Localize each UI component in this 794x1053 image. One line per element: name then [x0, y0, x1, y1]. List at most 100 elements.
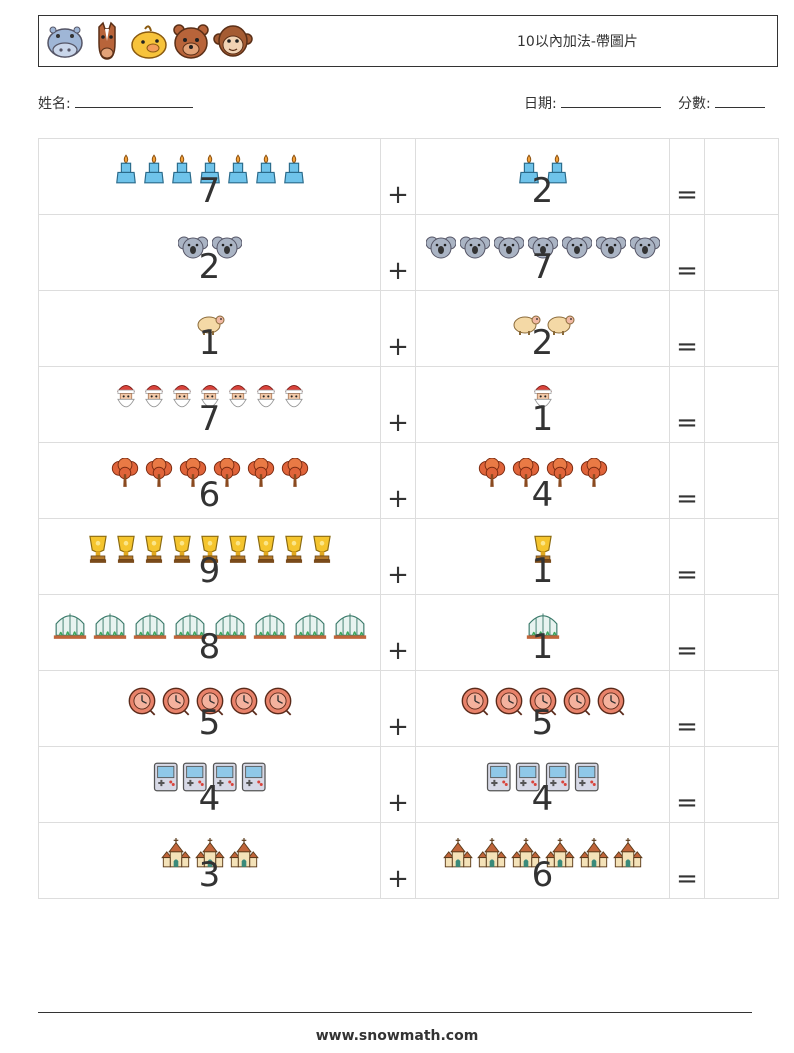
equals-cell: = [669, 670, 705, 747]
candle-icon [226, 154, 250, 184]
answer-box[interactable] [704, 746, 779, 823]
candle-icon [142, 154, 166, 184]
equals-sign: = [676, 484, 698, 514]
equals-cell: = [669, 366, 705, 443]
game-console-icon [212, 762, 238, 792]
church-icon [228, 838, 259, 868]
church-icon [442, 838, 473, 868]
left-operand-cell: 9 [38, 518, 381, 595]
answer-box[interactable] [704, 442, 779, 519]
autumn-tree-icon [144, 458, 174, 488]
autumn-tree-icon [246, 458, 276, 488]
koala-icon [211, 233, 242, 260]
game-console-icon [241, 762, 267, 792]
answer-box[interactable] [704, 138, 779, 215]
greenhouse-icon [292, 610, 328, 640]
name-label: 姓名: [38, 96, 71, 112]
bear-icon [173, 24, 209, 59]
equals-sign: = [676, 788, 698, 818]
clock-icon [494, 686, 524, 716]
candle-icon [517, 154, 541, 184]
left-operand-cell: 3 [38, 822, 381, 899]
plus-cell: + [380, 366, 416, 443]
plus-sign: + [387, 256, 409, 286]
problem-row: 8 +1 = [38, 594, 779, 671]
clock-icon [562, 686, 592, 716]
right-operand-number: 4 [531, 779, 554, 819]
equals-cell: = [669, 214, 705, 291]
answer-box[interactable] [704, 594, 779, 671]
game-console-icon [515, 762, 541, 792]
score-blank[interactable] [714, 93, 765, 108]
church-icon [476, 838, 507, 868]
right-icon-group [416, 148, 669, 184]
candle-icon [114, 154, 138, 184]
right-icon-group [416, 832, 669, 868]
score-field: 分數: [678, 93, 765, 113]
santa-icon [282, 382, 306, 412]
date-blank[interactable] [560, 93, 661, 108]
answer-box[interactable] [704, 290, 779, 367]
right-icon-group [416, 376, 669, 412]
plus-sign: + [387, 332, 409, 362]
answer-box[interactable] [704, 822, 779, 899]
church-icon [544, 838, 575, 868]
plus-sign: + [387, 712, 409, 742]
greenhouse-icon [332, 610, 368, 640]
game-console-icon [182, 762, 208, 792]
right-operand-number: 1 [531, 399, 554, 439]
church-icon [510, 838, 541, 868]
score-label: 分數: [678, 96, 711, 112]
name-blank[interactable] [74, 93, 193, 108]
koala-icon [561, 233, 592, 260]
left-operand-number: 2 [198, 247, 221, 287]
equals-sign: = [676, 560, 698, 590]
horse-icon [98, 21, 116, 60]
game-console-icon [574, 762, 600, 792]
answer-box[interactable] [704, 518, 779, 595]
problem-row: 4 +4 = [38, 746, 779, 823]
right-operand-number: 2 [531, 323, 554, 363]
answer-box[interactable] [704, 214, 779, 291]
equals-sign: = [676, 636, 698, 666]
left-operand-number: 5 [198, 703, 221, 743]
worksheet-title: 10以內加法-帶圖片 [517, 34, 638, 50]
left-icon-group [39, 300, 380, 336]
right-icon-group [416, 300, 669, 336]
trophy-icon [254, 534, 278, 564]
problem-grid: 7 +2 = 2 +7 = 1 +2 = 7 +1 = 6 +4 = 9 +1 = 8 +1 = 5 +5 = 4 +4 = 3 +6 = [38, 138, 779, 899]
equals-cell: = [669, 746, 705, 823]
equals-sign: = [676, 180, 698, 210]
koala-icon [595, 233, 626, 260]
date-label: 日期: [524, 96, 557, 112]
right-operand-cell: 6 [415, 822, 670, 899]
footer-url: www.snowmath.com [315, 1028, 479, 1044]
chick-icon [131, 25, 167, 59]
equals-cell: = [669, 594, 705, 671]
right-icon-group [416, 680, 669, 716]
trophy-icon [114, 534, 138, 564]
greenhouse-icon [212, 610, 248, 640]
equals-cell: = [669, 138, 705, 215]
header-box: 10以內加法-帶圖片 [38, 15, 778, 67]
right-operand-cell: 1 [415, 366, 670, 443]
equals-cell: = [669, 442, 705, 519]
clock-icon [596, 686, 626, 716]
answer-box[interactable] [704, 366, 779, 443]
sheep-icon [511, 312, 541, 336]
autumn-tree-icon [212, 458, 242, 488]
koala-icon [527, 233, 558, 260]
answer-box[interactable] [704, 670, 779, 747]
left-operand-cell: 8 [38, 594, 381, 671]
left-operand-cell: 6 [38, 442, 381, 519]
game-console-icon [545, 762, 571, 792]
game-console-icon [153, 762, 179, 792]
left-icon-group [39, 680, 380, 716]
left-operand-number: 7 [198, 171, 221, 211]
greenhouse-icon [172, 610, 208, 640]
greenhouse-icon [252, 610, 288, 640]
footer-divider [38, 1012, 752, 1013]
right-operand-cell: 1 [415, 518, 670, 595]
equals-sign: = [676, 864, 698, 894]
right-icon-group [416, 604, 669, 640]
